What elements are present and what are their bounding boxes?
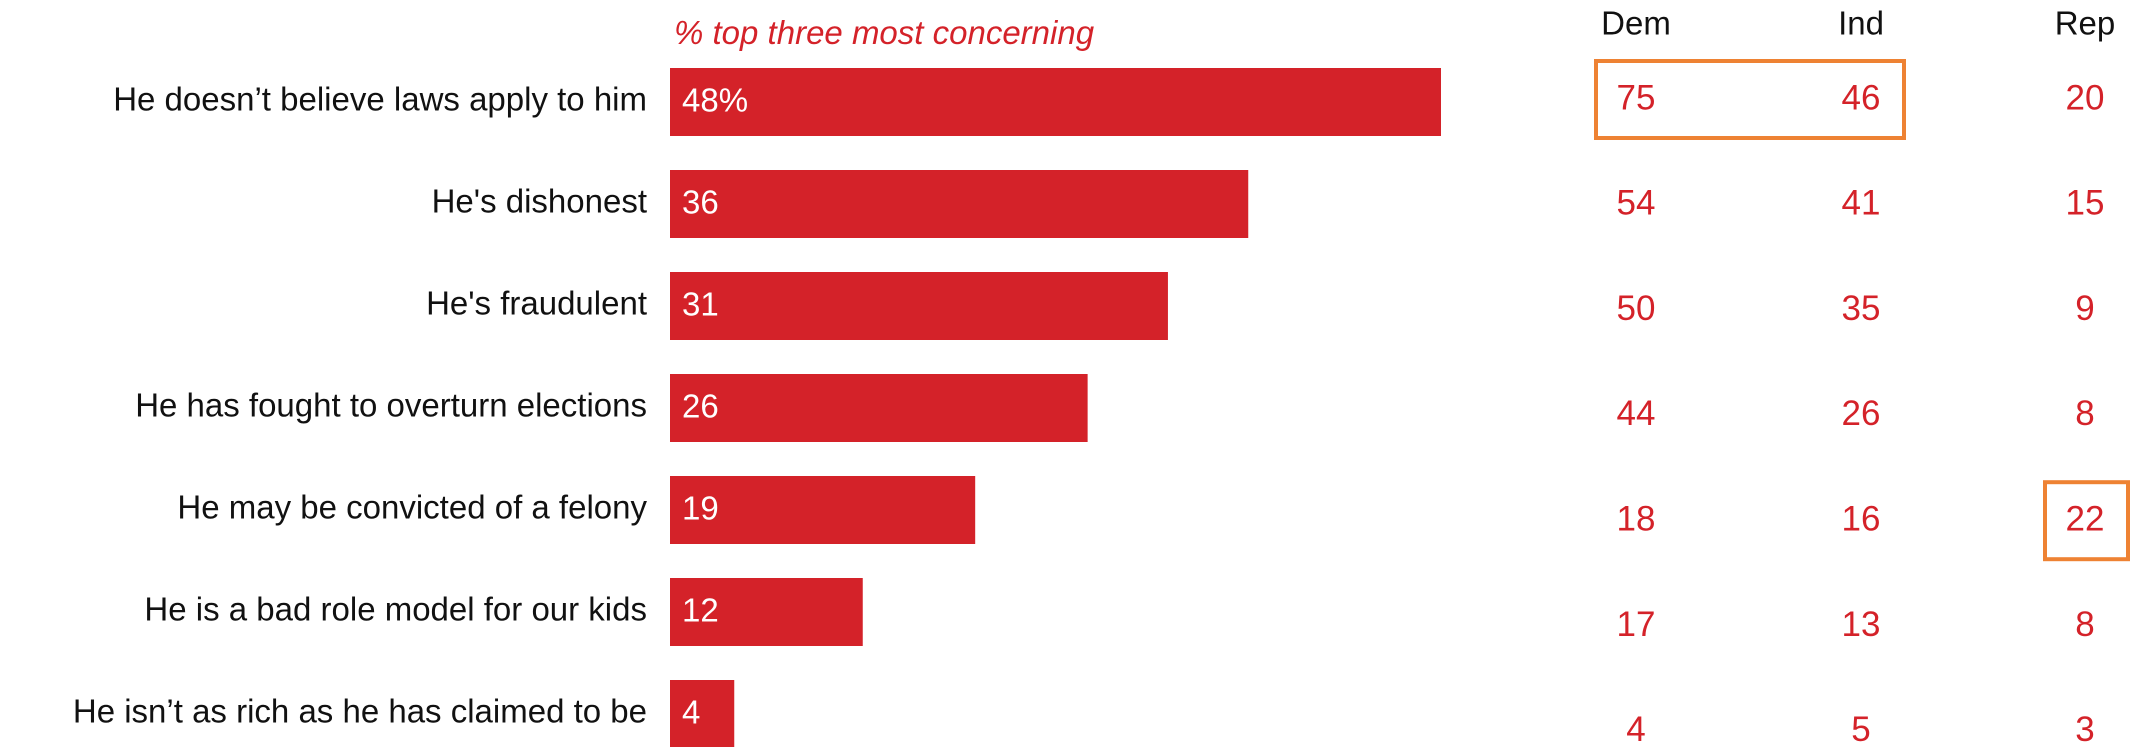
table-cell-ind: 41 — [1842, 184, 1881, 223]
table-cell-dem: 54 — [1617, 184, 1656, 223]
table-column-headers: Dem Ind Rep — [1601, 5, 2115, 42]
table-cell-rep: 15 — [2066, 184, 2105, 223]
category-label: He doesn’t believe laws apply to him — [113, 81, 647, 118]
table-cell-rep: 8 — [2075, 394, 2094, 433]
table-cell-ind: 26 — [1842, 394, 1881, 433]
category-label: He is a bad role model for our kids — [144, 591, 647, 628]
bar — [670, 68, 1441, 136]
table-cell-ind: 46 — [1842, 78, 1881, 117]
bar-value-label: 19 — [682, 490, 719, 527]
category-label: He has fought to overturn elections — [135, 387, 647, 424]
category-label: He's fraudulent — [426, 285, 647, 322]
table-cell-rep: 9 — [2075, 289, 2094, 328]
category-label: He isn’t as rich as he has claimed to be — [73, 693, 647, 730]
bar-value-label: 48% — [682, 82, 748, 119]
table-column-header-dem: Dem — [1601, 5, 1671, 42]
bar-value-label: 26 — [682, 388, 719, 425]
bar — [670, 170, 1249, 238]
table-cell-dem: 75 — [1617, 78, 1656, 117]
bar — [670, 680, 735, 747]
bar — [670, 272, 1168, 340]
table-column-header-ind: Ind — [1838, 5, 1884, 42]
table-cell-dem: 4 — [1626, 710, 1645, 747]
bar — [670, 374, 1088, 442]
table-cell-rep: 3 — [2075, 710, 2094, 747]
table-cell-rep: 22 — [2066, 499, 2105, 538]
table-column-header-rep: Rep — [2055, 5, 2116, 42]
category-label: He may be convicted of a felony — [177, 489, 647, 526]
chart-subtitle: % top three most concerning — [674, 14, 1095, 51]
table-cell-dem: 44 — [1617, 394, 1656, 433]
bar-value-label: 36 — [682, 184, 719, 221]
table-cell-ind: 35 — [1842, 289, 1881, 328]
table-cell-dem: 18 — [1617, 499, 1656, 538]
highlight-box — [2043, 480, 2130, 562]
table-cell-ind: 13 — [1842, 605, 1881, 644]
bar-series: He doesn’t believe laws apply to him 48% H… — [73, 68, 1441, 747]
table-cell-rep: 8 — [2075, 605, 2094, 644]
highlight-box — [1594, 59, 1906, 140]
bar-value-label: 31 — [682, 286, 719, 323]
table-cell-dem: 17 — [1617, 605, 1656, 644]
table-cell-rep: 20 — [2066, 78, 2105, 117]
category-label: He's dishonest — [432, 183, 647, 220]
bar-value-label: 4 — [682, 694, 700, 731]
bar — [670, 476, 976, 544]
table-cell-ind: 5 — [1851, 710, 1870, 747]
table-cell-dem: 50 — [1617, 289, 1656, 328]
bar-value-label: 12 — [682, 592, 719, 629]
highlight-boxes — [1594, 59, 2130, 562]
table-cell-ind: 16 — [1842, 499, 1881, 538]
table-cells: 75 46 20 54 41 15 50 35 9 44 26 8 18 16 22 17 13 8 4 5 3 — [1617, 78, 2105, 747]
bar — [670, 578, 863, 646]
